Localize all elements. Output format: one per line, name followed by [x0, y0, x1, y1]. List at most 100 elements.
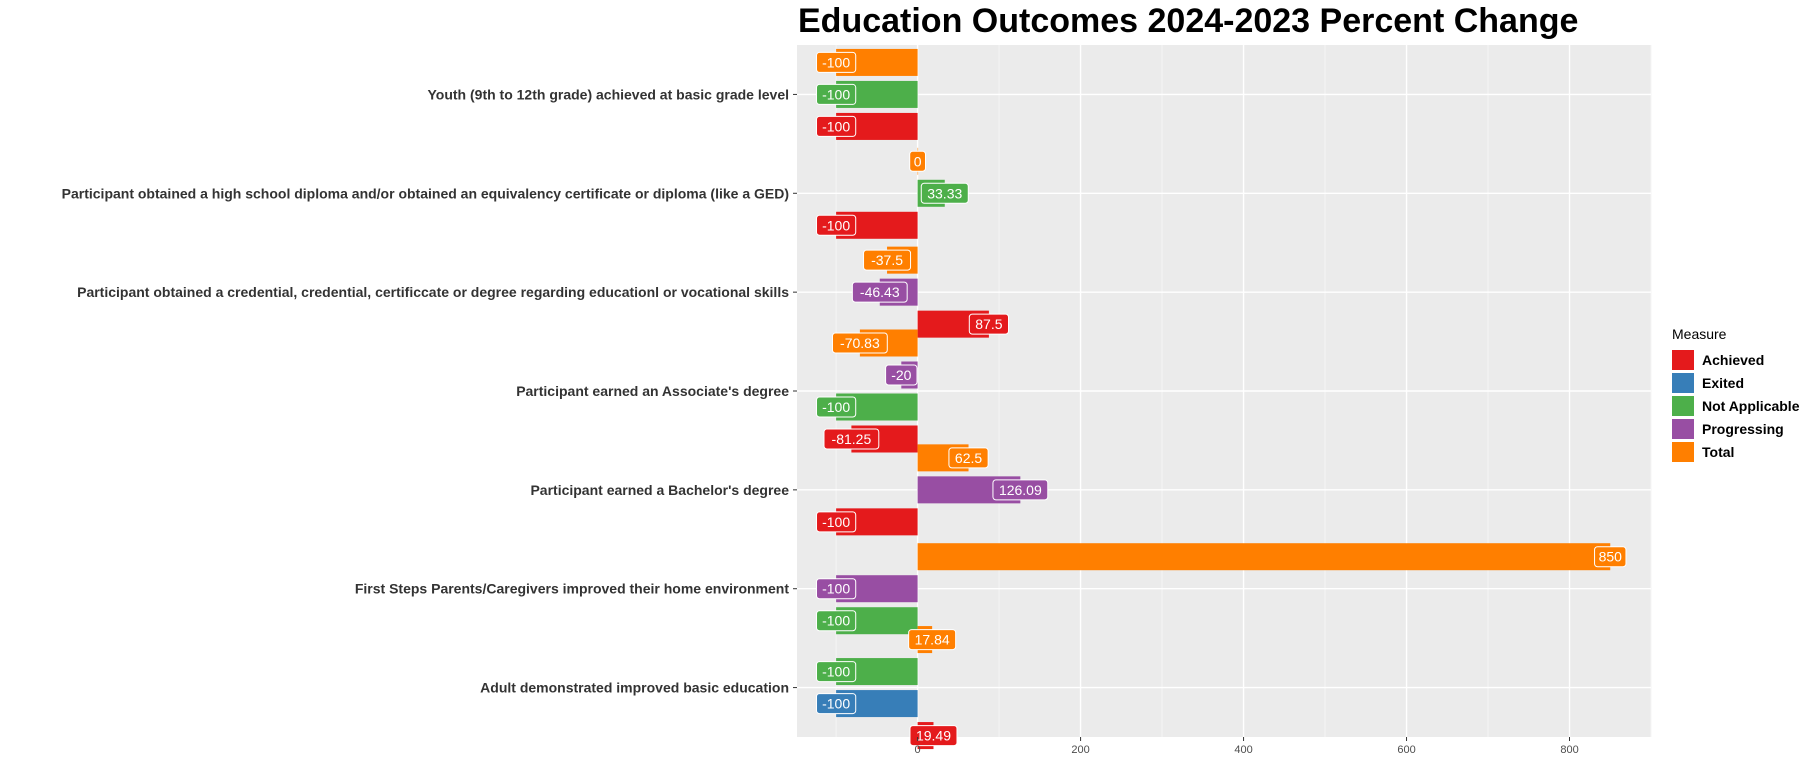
data-label: -100: [816, 214, 857, 236]
data-label-box: [816, 693, 857, 715]
legend-label: Achieved: [1702, 351, 1765, 368]
data-label: 19.49: [909, 725, 958, 747]
data-label-box: [968, 313, 1010, 335]
legend-swatch: [1672, 441, 1694, 462]
data-label-text: -100: [822, 54, 850, 70]
data-label-text: 850: [1599, 549, 1623, 565]
legend-item: Achieved: [1672, 348, 1800, 371]
category-label: Participant obtained a high school diplo…: [62, 185, 789, 201]
data-label-text: 19.49: [916, 728, 951, 744]
data-label-text: 17.84: [915, 632, 950, 648]
data-label-text: -20: [891, 367, 911, 383]
data-label-box: [909, 725, 958, 747]
category-label: Participant earned an Associate's degree: [516, 383, 789, 399]
data-label-box: [816, 83, 857, 105]
data-label-text: 33.33: [927, 185, 962, 201]
legend-label: Total: [1702, 443, 1735, 460]
data-label-box: [920, 182, 969, 204]
data-label-box: [816, 661, 857, 683]
data-label-text: -100: [822, 696, 850, 712]
legend: Measure Achieved Exited Not Applicable Prog…: [1672, 326, 1800, 463]
category-label: First Steps Parents/Caregivers improved …: [355, 581, 789, 597]
legend-swatch: [1672, 418, 1694, 439]
data-label: 87.5: [968, 313, 1010, 335]
data-label: -20: [885, 364, 918, 386]
bar: [917, 543, 1611, 571]
data-label-text: 62.5: [955, 450, 982, 466]
data-label-text: -100: [822, 217, 850, 233]
legend-label: Exited: [1702, 374, 1745, 391]
data-label-text: -100: [822, 613, 850, 629]
data-label: -70.83: [831, 332, 888, 354]
category-label: Participant obtained a credential, crede…: [77, 284, 789, 300]
data-label: 62.5: [948, 447, 989, 469]
category-label: Participant earned a Bachelor's degree: [530, 482, 789, 498]
data-label-text: -100: [822, 86, 850, 102]
data-label: -100: [816, 610, 857, 632]
x-tick-label: 0: [915, 744, 921, 756]
data-label-box: [885, 364, 918, 386]
x-tick-label: 400: [1234, 744, 1252, 756]
data-label: -100: [816, 661, 857, 683]
x-tick-label: 800: [1560, 744, 1578, 756]
legend-swatch: [1672, 372, 1694, 393]
chart-title: Education Outcomes 2024-2023 Percent Cha…: [798, 2, 1579, 40]
data-label-box: [816, 578, 857, 600]
data-label-text: -100: [822, 664, 850, 680]
data-label: -100: [816, 511, 857, 533]
data-label-layer: -100 -100 -100 0 33.33 -100 -37.5 -46.43 87.5 -70…: [816, 51, 1627, 747]
data-label: -37.5: [863, 249, 912, 271]
legend-swatch: [1672, 395, 1694, 416]
data-label-box: [816, 511, 857, 533]
x-tick-label: 200: [1071, 744, 1089, 756]
category-label: Youth (9th to 12th grade) achieved at ba…: [427, 86, 789, 102]
data-label-text: -100: [822, 118, 850, 134]
data-label-box: [863, 249, 912, 271]
data-label-box: [816, 610, 857, 632]
data-label-box: [909, 150, 927, 172]
data-label: 17.84: [908, 629, 957, 651]
legend-items: Achieved Exited Not Applicable Progressing T…: [1672, 348, 1800, 463]
data-label-text: -100: [822, 514, 850, 530]
data-label: -46.43: [851, 281, 908, 303]
legend-item: Not Applicable: [1672, 394, 1800, 417]
data-label-text: -70.83: [840, 335, 880, 351]
data-label: -100: [816, 83, 857, 105]
data-label: 126.09: [992, 479, 1049, 501]
axis-layer: 0 200 400 600 800 Youth (9th to 12th grade) a…: [62, 86, 1579, 756]
data-label: -100: [816, 51, 857, 73]
data-label-box: [816, 115, 857, 137]
data-label-text: -81.25: [832, 431, 872, 447]
data-label: -81.25: [823, 428, 880, 450]
legend-swatch: [1672, 349, 1694, 370]
data-label-text: 0: [914, 153, 922, 169]
category-label: Adult demonstrated improved basic educat…: [480, 680, 789, 696]
data-label-text: -46.43: [860, 284, 900, 300]
data-label-text: 87.5: [975, 316, 1002, 332]
data-label-box: [816, 51, 857, 73]
data-label: -100: [816, 578, 857, 600]
legend-item: Progressing: [1672, 417, 1800, 440]
data-label-box: [823, 428, 880, 450]
data-label-text: -100: [822, 581, 850, 597]
legend-item: Total: [1672, 440, 1800, 463]
data-label: 850: [1594, 546, 1627, 568]
data-label-box: [831, 332, 888, 354]
data-label: -100: [816, 396, 857, 418]
data-label-box: [992, 479, 1049, 501]
data-label: 33.33: [920, 182, 969, 204]
data-label-box: [851, 281, 908, 303]
data-label: -100: [816, 693, 857, 715]
legend-item: Exited: [1672, 371, 1800, 394]
data-label-box: [1594, 546, 1627, 568]
data-label-text: -37.5: [871, 252, 903, 268]
data-label-box: [816, 396, 857, 418]
data-label-box: [816, 214, 857, 236]
data-label-text: 126.09: [999, 482, 1042, 498]
legend-title: Measure: [1672, 326, 1727, 342]
data-label: -100: [816, 115, 857, 137]
data-label-box: [908, 629, 957, 651]
legend-label: Not Applicable: [1702, 397, 1800, 414]
data-label-text: -100: [822, 399, 850, 415]
legend-label: Progressing: [1702, 420, 1784, 437]
